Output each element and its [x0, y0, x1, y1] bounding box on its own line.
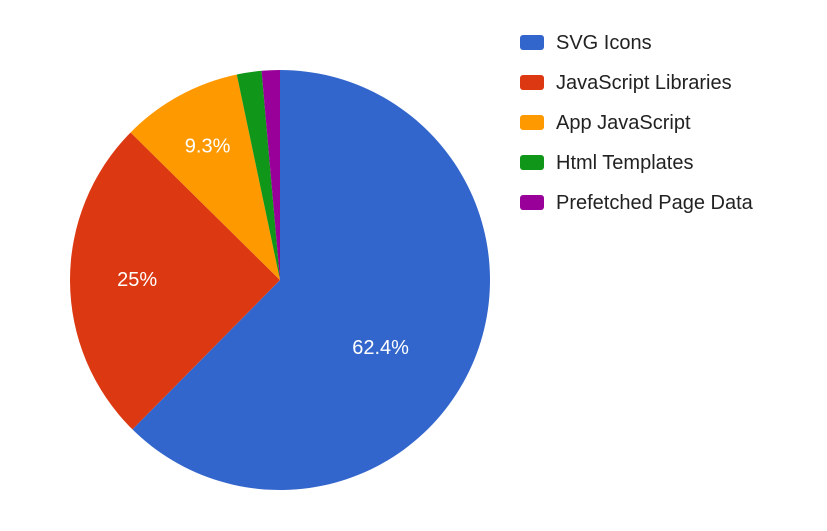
legend-swatch: [520, 115, 544, 130]
legend-item[interactable]: JavaScript Libraries: [520, 70, 753, 96]
legend-label: Html Templates: [556, 150, 693, 176]
legend-swatch: [520, 35, 544, 50]
legend: SVG Icons JavaScript Libraries App JavaScr…: [520, 30, 753, 216]
legend-label: SVG Icons: [556, 30, 652, 56]
legend-label: App JavaScript: [556, 110, 691, 136]
legend-item[interactable]: Html Templates: [520, 150, 753, 176]
legend-item[interactable]: App JavaScript: [520, 110, 753, 136]
legend-item[interactable]: Prefetched Page Data: [520, 190, 753, 216]
pie-slice-label: 25%: [117, 269, 157, 291]
pie-slice-label: 62.4%: [352, 337, 409, 359]
legend-label: Prefetched Page Data: [556, 190, 753, 216]
legend-swatch: [520, 195, 544, 210]
pie-slice-label: 9.3%: [185, 136, 231, 158]
legend-swatch: [520, 155, 544, 170]
legend-swatch: [520, 75, 544, 90]
legend-item[interactable]: SVG Icons: [520, 30, 753, 56]
pie-chart: 62.4% 25% 9.3%: [20, 30, 520, 500]
legend-label: JavaScript Libraries: [556, 70, 732, 96]
chart-container: 62.4% 25% 9.3% SVG Icons JavaScript Librari…: [0, 0, 827, 530]
